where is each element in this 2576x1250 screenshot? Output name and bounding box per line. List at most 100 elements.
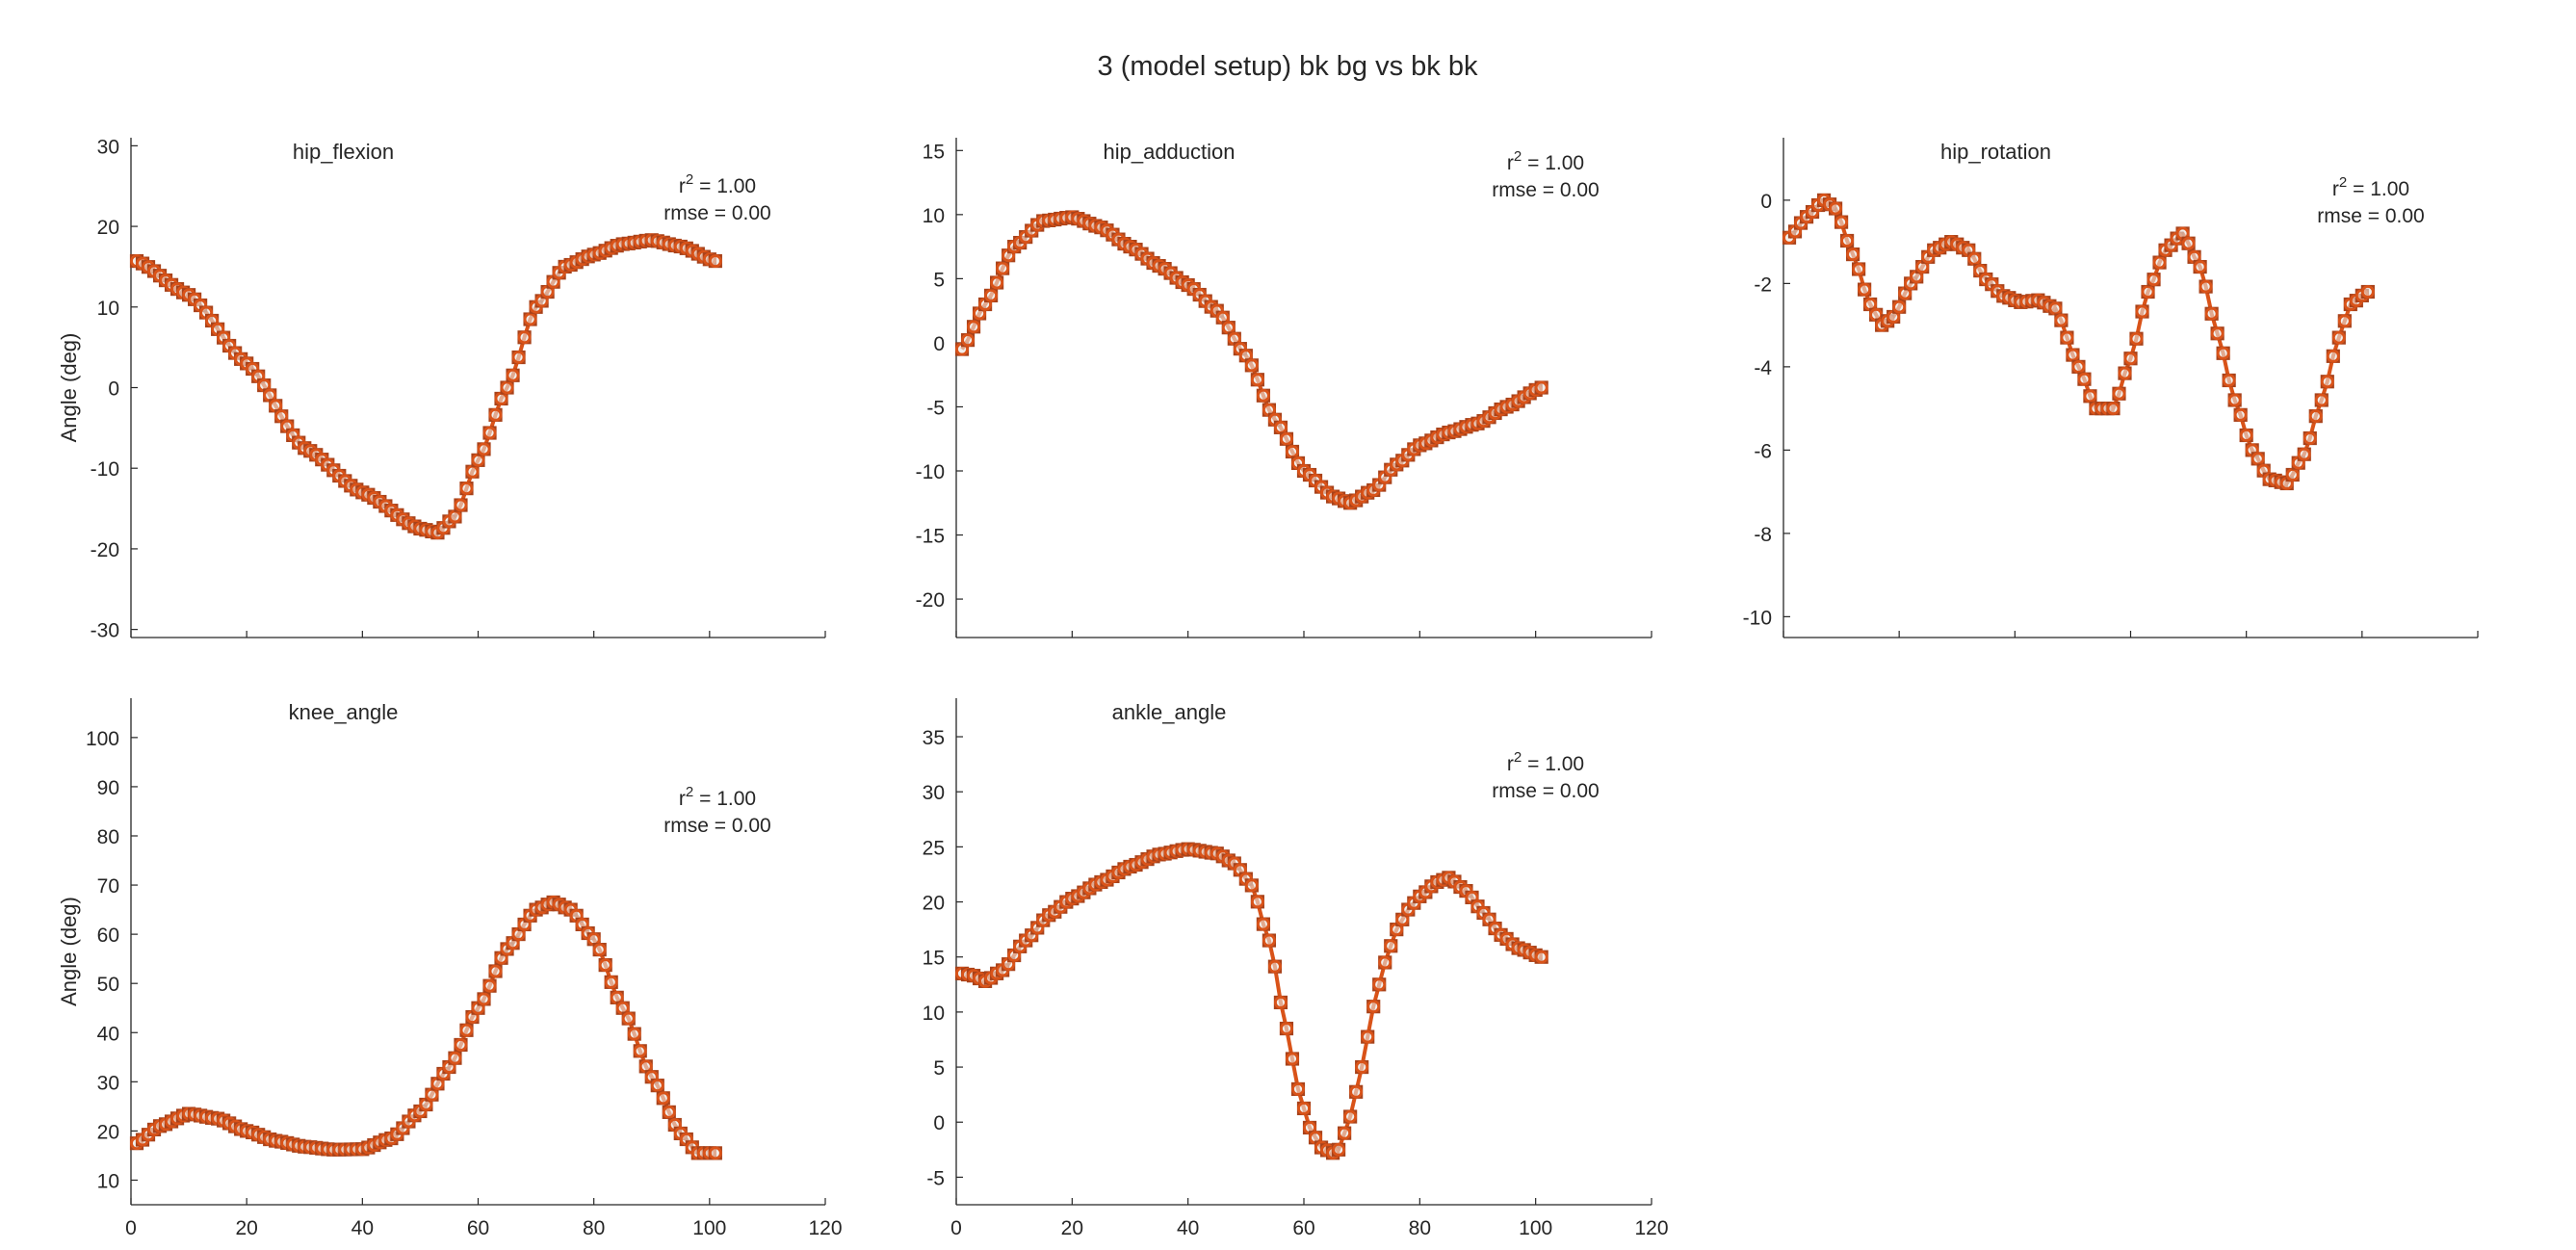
series-line-overlay: [136, 239, 716, 534]
y-tick-label: 5: [933, 1057, 945, 1080]
y-tick-label: 0: [1760, 191, 1772, 213]
data-point: [967, 320, 980, 334]
y-tick-label: 5: [933, 269, 945, 291]
x-tick-label: 120: [808, 1217, 842, 1239]
x-tick-label: 0: [950, 1217, 962, 1239]
rmse-annotation: rmse = 0.00: [1492, 179, 1599, 201]
data-point: [1343, 1109, 1358, 1124]
data-point: [2216, 346, 2230, 360]
data-point: [523, 312, 537, 326]
data-point: [2360, 285, 2375, 299]
rmse-annotation: rmse = 0.00: [664, 815, 770, 837]
y-tick-label: -10: [916, 461, 945, 483]
data-point: [482, 978, 497, 993]
data-point: [459, 482, 474, 496]
data-point: [465, 464, 480, 479]
data-point: [511, 351, 526, 364]
data-point: [454, 498, 468, 512]
data-point: [1338, 1126, 1352, 1140]
x-tick-label: 20: [235, 1217, 257, 1239]
data-point: [633, 1044, 647, 1058]
data-point: [1274, 420, 1288, 434]
x-tick-label: 40: [1177, 1217, 1199, 1239]
data-point: [1268, 959, 1282, 974]
data-point: [1280, 431, 1293, 446]
y-axis-label: Angle (deg): [57, 333, 81, 443]
panel-hip_adduction: -20 -15 -10 -5 0 5 10 15 hip_adduction r2 = 1.00 r…: [916, 138, 1652, 638]
data-point: [1846, 247, 1860, 262]
y-tick-label: 40: [97, 1023, 119, 1045]
data-point: [2123, 352, 2138, 366]
data-point: [1291, 1082, 1305, 1096]
data-point: [1250, 895, 1264, 909]
r2-annotation: r2 = 1.00: [679, 784, 756, 810]
data-point: [708, 1146, 722, 1160]
data-point: [471, 453, 485, 467]
data-point: [2308, 409, 2323, 424]
y-tick-label: -15: [916, 526, 945, 548]
data-point: [500, 380, 514, 395]
y-tick-label: 0: [108, 378, 119, 401]
y-tick-label: 20: [97, 1121, 119, 1143]
data-point: [2239, 429, 2253, 442]
data-point: [1280, 1022, 1293, 1035]
x-tick-label: 80: [1409, 1217, 1431, 1239]
y-tick-label: -5: [926, 1167, 945, 1189]
data-point: [656, 1091, 670, 1106]
series-markers: [129, 233, 722, 540]
data-point: [1244, 878, 1259, 893]
data-point: [2106, 402, 2121, 416]
data-point: [2285, 468, 2300, 482]
data-point: [2066, 348, 2080, 362]
y-tick-label: -20: [91, 539, 119, 561]
y-tick-label: 50: [97, 974, 119, 996]
data-point: [2193, 260, 2207, 273]
data-point: [2297, 447, 2311, 461]
y-tick-label: 10: [97, 1170, 119, 1192]
data-point: [1967, 251, 1982, 266]
rmse-annotation: rmse = 0.00: [2317, 205, 2424, 227]
y-tick-label: -2: [1754, 273, 1772, 296]
y-tick-label: 60: [97, 924, 119, 947]
data-point: [2331, 330, 2346, 345]
y-tick-label: 80: [97, 826, 119, 848]
data-point: [2083, 389, 2097, 404]
data-point: [961, 333, 975, 348]
data-point: [2233, 407, 2248, 422]
series-line-overlay: [1788, 198, 2369, 484]
y-tick-label: 10: [923, 205, 945, 227]
y-tick-label: 30: [97, 1072, 119, 1094]
data-point: [996, 261, 1010, 275]
data-point: [482, 426, 497, 440]
y-tick-label: -10: [91, 458, 119, 481]
series-line: [961, 846, 1543, 1156]
data-point: [2314, 393, 2329, 407]
data-point: [2227, 393, 2242, 407]
y-axis-label: Angle (deg): [57, 897, 81, 1006]
rmse-annotation: rmse = 0.00: [664, 202, 770, 224]
data-point: [2048, 301, 2063, 316]
data-point: [2077, 372, 2092, 386]
y-tick-label: 10: [923, 1003, 945, 1025]
data-point: [1250, 373, 1264, 387]
data-point: [477, 442, 491, 456]
data-point: [1378, 955, 1392, 970]
data-point: [1829, 201, 1842, 216]
data-point: [1332, 1142, 1345, 1157]
y-tick-label: -5: [926, 397, 945, 419]
series-line: [136, 238, 716, 535]
data-point: [1262, 933, 1276, 948]
y-tick-label: 35: [923, 727, 945, 749]
x-tick-label: 40: [351, 1217, 374, 1239]
data-point: [592, 943, 607, 957]
data-point: [2071, 359, 2086, 374]
panel-title: hip_flexion: [293, 140, 394, 164]
data-point: [1892, 299, 1907, 314]
data-point: [488, 964, 503, 978]
data-point: [2060, 330, 2074, 345]
panel-title: hip_adduction: [1103, 140, 1235, 164]
series-markers: [954, 842, 1548, 1160]
y-tick-label: -20: [916, 589, 945, 612]
data-point: [2204, 306, 2219, 321]
